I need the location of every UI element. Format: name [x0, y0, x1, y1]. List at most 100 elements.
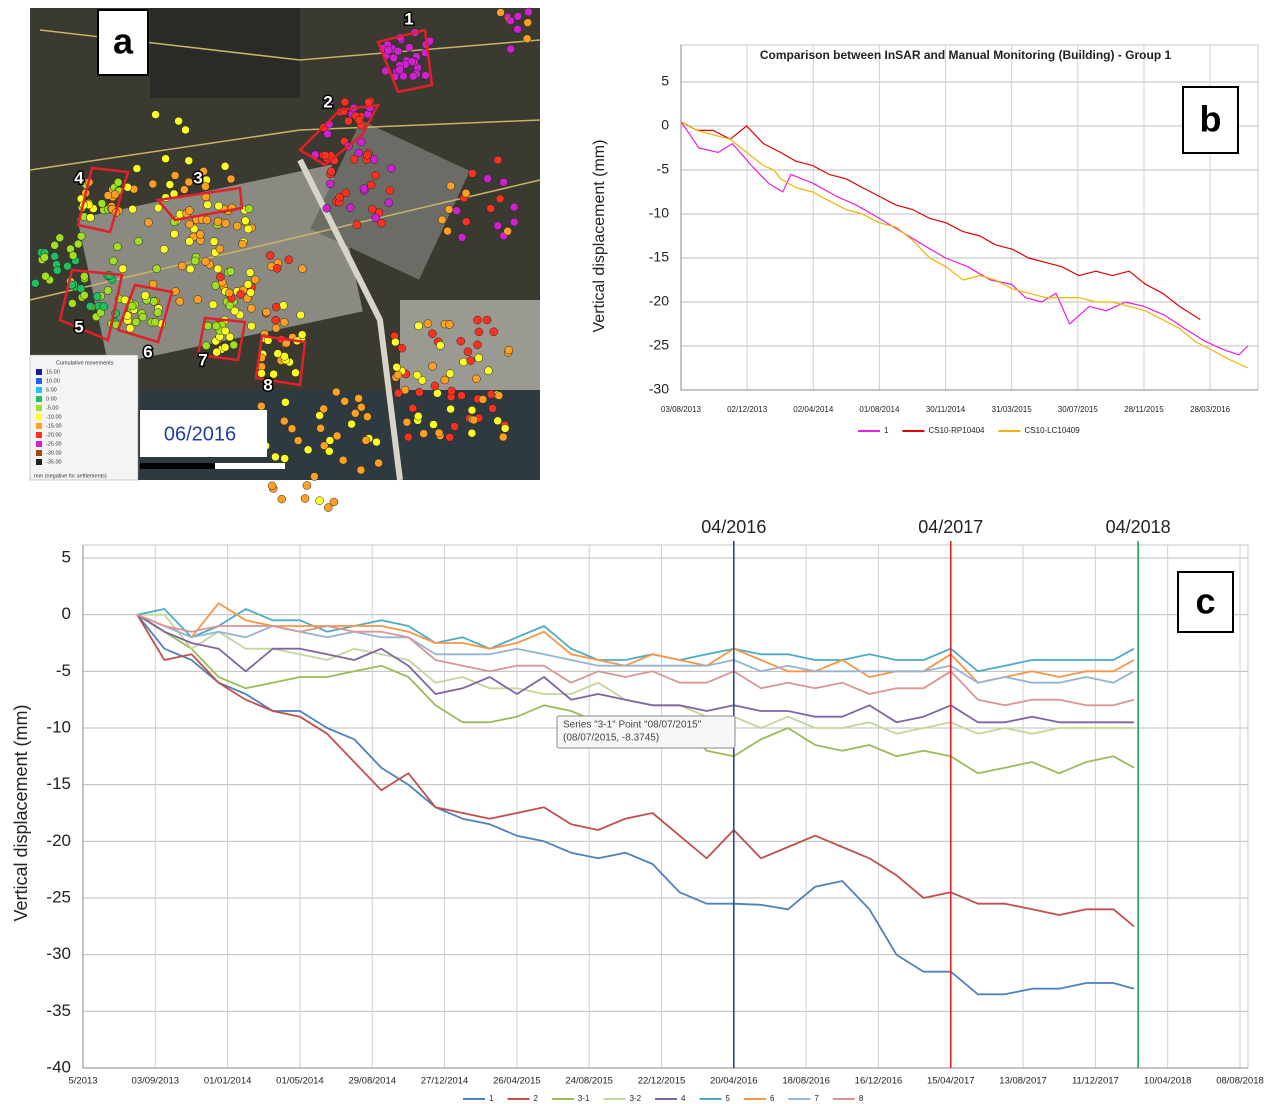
y-tick-label: -15 [46, 774, 71, 793]
panel-label: a [113, 21, 134, 62]
map-point [472, 375, 480, 383]
map-point [479, 395, 487, 403]
x-tick-label: 27/12/2014 [421, 1076, 469, 1087]
map-point [194, 296, 202, 304]
map-point [429, 362, 437, 370]
map-point [451, 423, 459, 431]
map-point [31, 279, 39, 287]
map-point [247, 304, 255, 312]
map-point [447, 405, 455, 413]
map-point [474, 316, 482, 324]
map-point [129, 205, 137, 213]
legend-label: CS10-RP10404 [928, 426, 985, 435]
legend-swatch [36, 414, 42, 420]
map-point [257, 402, 265, 410]
plot-area [681, 45, 1258, 390]
map-point [422, 71, 430, 79]
map-point [487, 390, 495, 398]
map-point [154, 308, 162, 316]
legend-label: 3-2 [629, 1094, 641, 1103]
map-point [126, 324, 134, 332]
x-tick-label: 31/03/2015 [992, 405, 1033, 414]
y-tick-label: -20 [649, 293, 669, 309]
legend-label: 8 [859, 1094, 864, 1103]
map-point [405, 44, 413, 52]
map-point [341, 397, 349, 405]
map-point [170, 230, 178, 238]
map-point [468, 429, 476, 437]
map-point [523, 35, 531, 43]
map-point [494, 156, 502, 164]
map-point [430, 421, 438, 429]
map-point [487, 205, 495, 213]
map-point [166, 181, 174, 189]
figure: 1 2 3 4 5 6 7 8 a 06/2016 Cumulative mov… [0, 0, 1280, 1104]
map-point [69, 252, 77, 260]
map-point [222, 219, 230, 227]
y-tick-label: -40 [46, 1057, 71, 1076]
map-point [247, 289, 255, 297]
map-point [420, 430, 428, 438]
map-point [56, 234, 64, 242]
map-point [216, 273, 224, 281]
y-tick-label: -30 [649, 381, 669, 397]
map-point [362, 436, 370, 444]
legend-label: 4 [681, 1094, 686, 1103]
map-point [180, 186, 188, 194]
map-point [141, 292, 149, 300]
panel-label: b [1200, 99, 1222, 140]
map-point [514, 25, 522, 33]
map-point [202, 257, 210, 265]
x-tick-label: 13/08/2017 [999, 1076, 1047, 1087]
map-point [152, 111, 160, 119]
map-point [215, 202, 223, 210]
map-point [327, 167, 335, 175]
map-point [431, 382, 439, 390]
map-point [393, 363, 401, 371]
y-tick-label: -5 [56, 661, 71, 680]
y-tick-label: -5 [657, 161, 670, 177]
map-point [162, 155, 170, 163]
map-point [93, 293, 101, 301]
map-point [524, 8, 532, 16]
map-point [462, 189, 470, 197]
legend-label: 0.00 [46, 396, 57, 402]
legend-swatch [36, 459, 42, 465]
map-point [212, 322, 220, 330]
map-point [213, 348, 221, 356]
map-point [457, 337, 465, 345]
map-point [357, 466, 365, 474]
map-point [458, 233, 466, 241]
map-point [336, 193, 344, 201]
map-point [288, 425, 296, 433]
map-point [436, 341, 444, 349]
scale-bar [140, 463, 215, 469]
map-point [301, 495, 309, 503]
map-point [216, 245, 224, 253]
map-point [132, 318, 140, 326]
map-point [98, 200, 106, 208]
legend-label: 1 [489, 1094, 494, 1103]
map-point [133, 165, 141, 173]
map-point [514, 12, 522, 20]
legend-label: 10.00 [46, 378, 60, 384]
zone-label: 6 [143, 342, 152, 361]
map-point [370, 156, 378, 164]
map-point [494, 222, 502, 230]
y-tick-label: 0 [62, 604, 71, 623]
zone-label: 7 [198, 350, 207, 369]
map-point [214, 265, 222, 273]
map-point [186, 265, 194, 273]
map-point [139, 313, 147, 321]
map-point [500, 178, 508, 186]
map-point [221, 343, 229, 351]
map-point [292, 369, 300, 377]
map-point [387, 164, 395, 172]
map-point [507, 45, 515, 53]
map-point [41, 253, 49, 261]
y-tick-label: -25 [46, 887, 71, 906]
map-point [186, 220, 194, 228]
map-point [244, 225, 252, 233]
map-point [353, 221, 361, 229]
map-point [475, 354, 483, 362]
